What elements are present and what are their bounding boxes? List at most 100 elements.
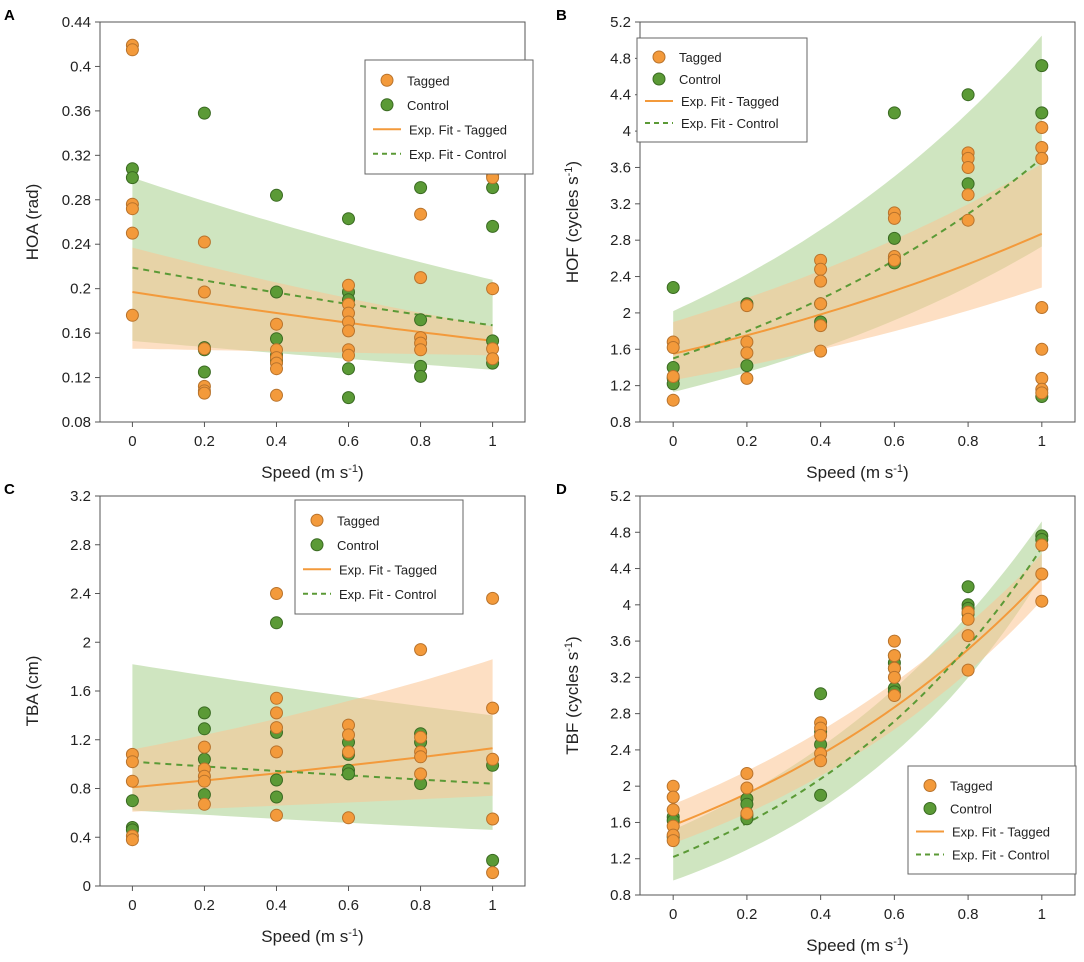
point-tagged — [342, 278, 355, 292]
panel-a-x-axis-label: Speed (m s-1) — [261, 463, 363, 482]
point-tagged — [270, 706, 283, 720]
point-tagged — [740, 335, 754, 349]
confidence-band-tagged — [673, 163, 1042, 381]
x-tick-label: 0.6 — [338, 897, 359, 914]
point-tagged — [486, 866, 500, 880]
legend-control-label: Control — [950, 802, 992, 817]
panel-b-x-axis-label: Speed (m s-1) — [806, 463, 908, 482]
x-tick-label: 0.4 — [810, 433, 831, 450]
x-tick-label: 0 — [128, 433, 136, 450]
y-tick-label: 0.12 — [62, 370, 91, 387]
point-tagged — [887, 689, 901, 702]
point-tagged — [666, 834, 680, 848]
legend-tagged-label: Tagged — [950, 779, 993, 794]
point-tagged — [961, 213, 975, 227]
point-tagged — [197, 285, 211, 299]
point-tagged — [887, 211, 901, 225]
confidence-band-tagged — [673, 554, 1042, 844]
y-tick-label: 3.6 — [610, 633, 631, 650]
fit-line-tagged — [672, 577, 1043, 827]
y-tick-label: 0.8 — [610, 887, 631, 904]
panel-b-frame — [639, 21, 1076, 423]
legend-fit-control-label: Exp. Fit - Control — [339, 587, 437, 602]
panel-d-legend: Tagged Control Exp. Fit - Tagged Exp. Fi… — [907, 765, 1077, 875]
point-tagged — [125, 755, 139, 769]
point-tagged — [887, 670, 901, 684]
point-control — [814, 788, 828, 802]
legend-control-marker-icon — [652, 72, 666, 86]
x-tick-label: 0 — [669, 433, 677, 450]
x-tick-label: 0.6 — [884, 906, 905, 923]
y-tick-label: 3.2 — [70, 488, 91, 505]
panel-d-y-axis-label: TBF (cycles s-1) — [563, 636, 582, 754]
x-tick-label: 0.2 — [736, 906, 757, 923]
point-control — [414, 369, 428, 383]
point-tagged — [125, 308, 139, 322]
y-tick-label: 0.4 — [70, 829, 91, 846]
point-tagged — [740, 299, 754, 313]
point-tagged — [125, 43, 139, 57]
point-tagged — [486, 591, 500, 605]
y-tick-label: 1.6 — [610, 814, 631, 831]
panel-b-legend: Tagged Control Exp. Fit - Tagged Exp. Fi… — [636, 37, 808, 143]
x-tick-label: 0.6 — [884, 433, 905, 450]
point-tagged — [414, 643, 428, 657]
panel-a: A 0 0.2 0.4 0.6 0.8 1 0.08 0.12 0.16 0.2 0.24 0.28 0… — [4, 7, 534, 482]
point-control — [197, 722, 211, 736]
point-tagged — [740, 806, 754, 820]
panel-b: B 0 0.2 0.4 0.6 0.8 1 0.8 1.2 1.6 2 2.4 2.8 3.2 3.6 4 4… — [556, 7, 1076, 482]
point-tagged — [414, 343, 428, 357]
y-tick-label: 0.2 — [70, 281, 91, 298]
panel-c-label: C — [4, 481, 15, 498]
y-tick-label: 2.8 — [610, 232, 631, 249]
x-tick-label: 0.4 — [266, 897, 287, 914]
y-tick-label: 0 — [83, 878, 91, 895]
legend-fit-tagged-label: Exp. Fit - Tagged — [409, 122, 507, 137]
x-tick-label: 0.4 — [810, 906, 831, 923]
point-control — [270, 790, 283, 804]
legend-tagged-label: Tagged — [407, 73, 450, 88]
point-control — [197, 365, 211, 379]
x-tick-label: 0.2 — [194, 897, 215, 914]
point-tagged — [414, 207, 428, 221]
y-tick-label: 2.4 — [70, 586, 91, 603]
y-tick-label: 1.2 — [610, 378, 631, 395]
point-tagged — [486, 752, 500, 766]
point-tagged — [414, 271, 428, 285]
point-tagged — [1035, 371, 1049, 385]
point-tagged — [1035, 141, 1049, 154]
point-control — [887, 231, 901, 245]
point-control — [342, 362, 355, 376]
panel-a-legend: Tagged Control Exp. Fit - Tagged Exp. Fi… — [364, 59, 534, 175]
legend-control-marker-icon — [380, 98, 394, 112]
x-tick-label: 0.8 — [958, 433, 979, 450]
legend-control-label: Control — [337, 538, 379, 553]
x-tick-label: 1 — [1038, 433, 1046, 450]
point-tagged — [814, 754, 828, 768]
panel-a-label: A — [4, 7, 15, 24]
fit-line-tagged — [672, 232, 1043, 355]
y-tick-label: 2.8 — [70, 537, 91, 554]
point-control — [270, 188, 283, 202]
x-tick-label: 0 — [669, 906, 677, 923]
point-tagged — [666, 803, 680, 817]
point-tagged — [197, 797, 211, 811]
point-tagged — [1035, 151, 1049, 165]
point-control — [486, 853, 500, 867]
point-tagged — [197, 740, 211, 754]
panel-d-x-axis-label: Speed (m s-1) — [806, 936, 908, 955]
point-tagged — [125, 833, 139, 847]
legend-fit-control-label: Exp. Fit - Control — [681, 116, 779, 131]
x-tick-label: 1 — [488, 433, 496, 450]
x-tick-label: 0.2 — [736, 433, 757, 450]
y-tick-label: 3.2 — [610, 196, 631, 213]
panel-c-legend: Tagged Control Exp. Fit - Tagged Exp. Fi… — [294, 499, 464, 615]
confidence-band-tagged — [132, 659, 493, 812]
y-tick-label: 0.32 — [62, 147, 91, 164]
point-tagged — [961, 188, 975, 202]
point-tagged — [125, 202, 139, 216]
y-tick-label: 0.8 — [70, 781, 91, 798]
y-tick-label: 0.16 — [62, 325, 91, 342]
y-tick-label: 3.6 — [610, 159, 631, 176]
x-tick-label: 1 — [1038, 906, 1046, 923]
